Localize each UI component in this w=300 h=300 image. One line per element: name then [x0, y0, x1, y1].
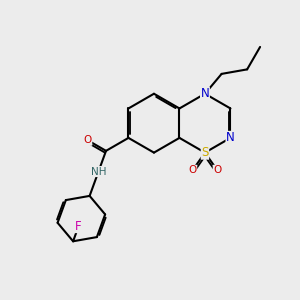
Text: O: O: [188, 165, 197, 175]
Text: O: O: [83, 135, 92, 145]
Text: S: S: [201, 146, 208, 159]
Text: NH: NH: [91, 167, 106, 177]
Text: O: O: [213, 165, 221, 175]
Text: F: F: [75, 220, 82, 232]
Text: N: N: [201, 87, 209, 100]
Text: N: N: [226, 131, 235, 144]
